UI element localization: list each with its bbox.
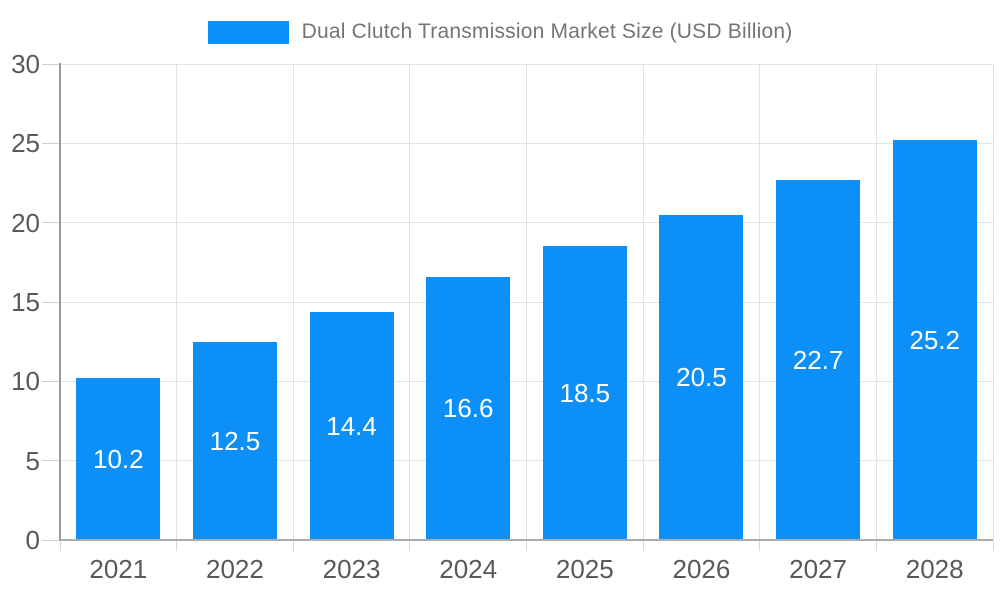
x-axis-label: 2027	[789, 554, 847, 584]
x-tick	[642, 541, 644, 551]
x-axis-label: 2021	[89, 554, 148, 584]
bar-value-label: 16.6	[442, 393, 494, 424]
y-tick	[42, 460, 60, 462]
x-grid-line	[875, 64, 877, 540]
bar[interactable]	[426, 276, 511, 540]
x-tick	[409, 541, 411, 551]
x-tick	[875, 541, 877, 551]
x-grid-line	[526, 64, 527, 540]
x-axis-label: 2026	[672, 554, 731, 584]
y-tick	[42, 380, 60, 382]
bar[interactable]	[192, 341, 277, 540]
x-tick	[992, 541, 994, 551]
x-tick	[526, 541, 527, 551]
bar[interactable]	[892, 140, 977, 540]
legend-swatch	[207, 20, 289, 44]
bar[interactable]	[659, 214, 744, 540]
legend-item[interactable]: Dual Clutch Transmission Market Size (US…	[0, 20, 1000, 44]
y-tick	[42, 63, 60, 65]
y-axis-label: 5	[25, 445, 40, 476]
y-tick	[42, 539, 60, 541]
y-axis-label: 25	[11, 128, 40, 159]
y-axis-label: 15	[11, 287, 40, 317]
y-axis-label: 0	[25, 525, 40, 555]
y-axis-label: 20	[11, 207, 40, 238]
y-tick	[42, 142, 60, 144]
bar-value-label: 25.2	[909, 325, 960, 356]
x-axis-label: 2022	[206, 554, 264, 584]
x-grid-line	[992, 64, 994, 540]
y-axis-label: 10	[11, 366, 40, 397]
x-tick	[292, 541, 294, 551]
x-tick	[759, 541, 761, 551]
x-grid-line	[176, 64, 178, 540]
x-axis-label: 2025	[555, 554, 614, 584]
x-tick	[176, 541, 178, 551]
x-grid-line	[759, 64, 761, 540]
x-axis-label: 2024	[439, 554, 498, 584]
bar-value-label: 14.4	[326, 410, 377, 441]
y-axis-line	[59, 63, 61, 541]
bar[interactable]	[542, 246, 627, 540]
x-grid-line	[409, 64, 411, 540]
y-tick	[42, 222, 60, 224]
bar[interactable]	[76, 378, 161, 540]
y-tick	[42, 301, 60, 303]
bar[interactable]	[776, 179, 861, 540]
legend-label: Dual Clutch Transmission Market Size (US…	[301, 20, 793, 43]
bar-value-label: 22.7	[792, 344, 844, 375]
bar-value-label: 18.5	[559, 378, 611, 409]
y-axis-label: 30	[11, 49, 40, 79]
bar-value-label: 20.5	[676, 362, 727, 393]
x-tick	[59, 541, 61, 551]
x-grid-line	[292, 64, 294, 540]
x-axis-label: 2028	[905, 554, 964, 584]
x-axis-label: 2023	[322, 554, 381, 584]
x-axis-line	[60, 539, 993, 541]
bar-value-label: 12.5	[209, 425, 261, 456]
bar-value-label: 10.2	[93, 444, 144, 475]
bar[interactable]	[309, 311, 394, 540]
x-grid-line	[642, 64, 644, 540]
